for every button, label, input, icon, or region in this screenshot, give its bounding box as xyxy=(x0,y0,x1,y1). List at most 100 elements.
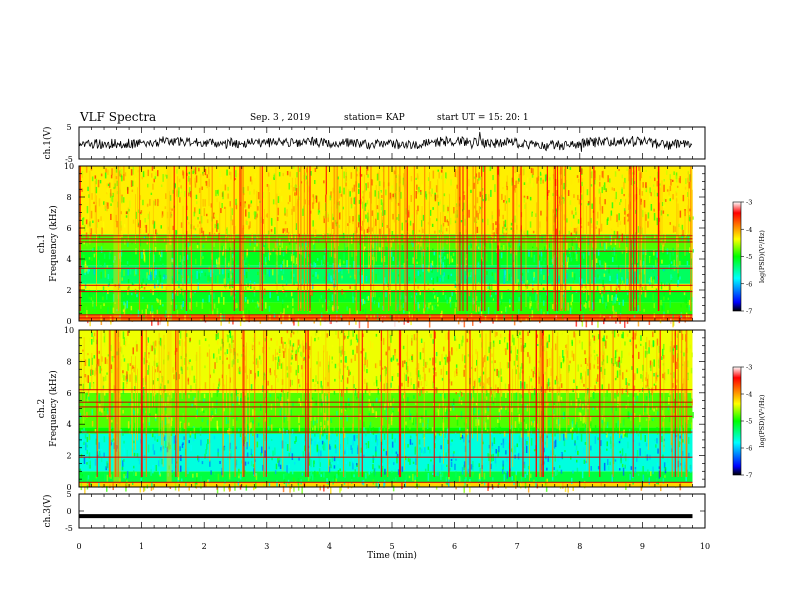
spectrogram-pixel xyxy=(365,214,367,219)
spectrogram-pixel xyxy=(235,170,237,178)
spectrogram-pixel xyxy=(415,458,417,466)
spectrogram-pixel xyxy=(349,308,351,316)
spectrogram-pixel xyxy=(277,378,279,383)
spectrogram-pixel xyxy=(663,292,665,296)
spectrogram-pixel xyxy=(679,226,682,229)
spectrogram-pixel xyxy=(103,452,105,458)
spectrogram-pixel xyxy=(376,313,379,321)
spectrogram-pixel xyxy=(643,200,646,208)
spectrogram-pixel xyxy=(526,467,528,476)
spectrogram-pixel xyxy=(609,215,612,221)
spectrogram-pixel xyxy=(530,421,533,426)
spectrogram-pixel xyxy=(277,362,279,370)
spectrogram-pixel xyxy=(456,372,458,376)
spectrogram-pixel xyxy=(609,178,611,183)
spectrogram-pixel xyxy=(521,272,524,276)
spectrogram-pixel xyxy=(655,477,658,485)
spectrogram-pixel xyxy=(114,255,116,261)
spectrogram-pixel xyxy=(286,171,289,176)
spectrogram-pixel xyxy=(297,478,300,486)
spectrogram-pixel xyxy=(92,294,95,300)
spectrogram-pixel xyxy=(615,431,617,434)
spectrogram-pixel xyxy=(156,298,158,302)
spectrogram-pixel xyxy=(643,380,646,384)
spectrogram-pixel xyxy=(487,406,489,412)
spectrogram-pixel xyxy=(198,167,200,172)
ch1-waveform-panel: ch.1(V) 5-5 xyxy=(42,123,706,164)
spectrogram-pixel xyxy=(183,358,186,365)
spectrogram-pixel xyxy=(510,227,512,230)
spectrogram-pixel xyxy=(250,284,252,289)
spectrogram-pixel xyxy=(518,414,520,422)
spectrogram-pixel xyxy=(670,179,672,186)
spectrogram-pixel xyxy=(400,291,402,298)
spectrogram-pixel xyxy=(636,299,638,303)
spectrogram-pixel xyxy=(182,292,185,299)
spectrogram-pixel xyxy=(152,486,155,490)
spectrogram-pixel xyxy=(618,242,621,248)
spectrogram-pixel xyxy=(348,403,350,407)
spectrogram-pixel xyxy=(285,245,288,254)
spectrogram-pixel xyxy=(165,286,168,291)
spectrogram-pixel xyxy=(336,473,338,479)
spectrogram-pixel xyxy=(664,281,666,287)
spectrogram-pixel xyxy=(461,354,464,362)
spectrogram-pixel xyxy=(679,232,681,237)
spectrogram-pixel xyxy=(641,374,644,382)
spectrogram-pixel xyxy=(110,213,112,221)
spectrogram-pixel xyxy=(277,296,279,301)
spectrogram-pixel xyxy=(480,302,482,309)
spectrogram-pixel xyxy=(295,257,298,265)
spectrogram-pixel xyxy=(669,185,672,192)
spectrogram-pixel xyxy=(489,166,492,172)
spectrogram-pixel xyxy=(102,286,105,294)
spectrogram-pixel xyxy=(126,211,129,214)
spectrogram-pixel xyxy=(230,172,232,180)
spectrogram-pixel xyxy=(223,297,225,305)
spectrogram-pixel xyxy=(121,277,123,281)
spectrogram-pixel xyxy=(253,485,255,491)
spectrogram-pixel xyxy=(591,203,593,209)
spectrogram-pixel xyxy=(610,210,613,216)
spectrogram-pixel xyxy=(525,423,527,429)
spectrogram-pixel xyxy=(208,344,210,347)
spectrogram-pixel xyxy=(115,176,118,180)
spectrogram-pixel xyxy=(548,334,550,343)
spectrogram-pixel xyxy=(317,437,319,442)
spectrogram-pixel xyxy=(620,457,622,464)
spectrogram-pixel xyxy=(317,450,320,457)
spectrogram-pixel xyxy=(161,214,163,218)
spectrogram-pixel xyxy=(608,383,610,391)
spectrogram-pixel xyxy=(229,248,231,251)
spectrogram-pixel xyxy=(580,413,582,422)
spectrogram-pixel xyxy=(330,319,332,325)
spectrogram-pixel xyxy=(673,412,676,416)
spectrogram-pixel xyxy=(544,371,547,375)
spectrogram-pixel xyxy=(318,210,321,215)
spectrogram-pixel xyxy=(178,197,181,203)
spectrogram-pixel xyxy=(288,338,290,345)
spectrogram-pixel xyxy=(271,218,273,226)
spectrogram-pixel xyxy=(642,370,644,379)
spectrogram-pixel xyxy=(226,227,228,235)
spectrogram-pixel xyxy=(112,192,114,198)
spectrogram-pixel xyxy=(110,319,112,325)
spectrogram-pixel xyxy=(625,247,628,253)
spectrogram-pixel xyxy=(606,448,608,451)
spectrogram-pixel xyxy=(369,341,372,349)
spectrogram-pixel xyxy=(229,201,231,207)
spectrogram-pixel xyxy=(294,263,297,267)
spectrogram-pixel xyxy=(494,310,496,315)
spectrogram-pixel xyxy=(231,289,233,296)
spectrogram-pixel xyxy=(652,269,654,273)
spectrogram-pixel xyxy=(190,385,192,392)
spectrogram-pixel xyxy=(606,218,609,225)
spectrogram-pixel xyxy=(427,269,429,272)
spectrogram-pixel xyxy=(86,243,88,247)
spectrogram-pixel xyxy=(206,180,208,189)
spectrogram-pixel xyxy=(548,269,550,274)
spectrogram-pixel xyxy=(218,348,220,354)
spectrogram-pixel xyxy=(427,177,430,182)
spectrogram-pixel xyxy=(371,435,373,442)
spectrogram-pixel xyxy=(93,355,96,359)
